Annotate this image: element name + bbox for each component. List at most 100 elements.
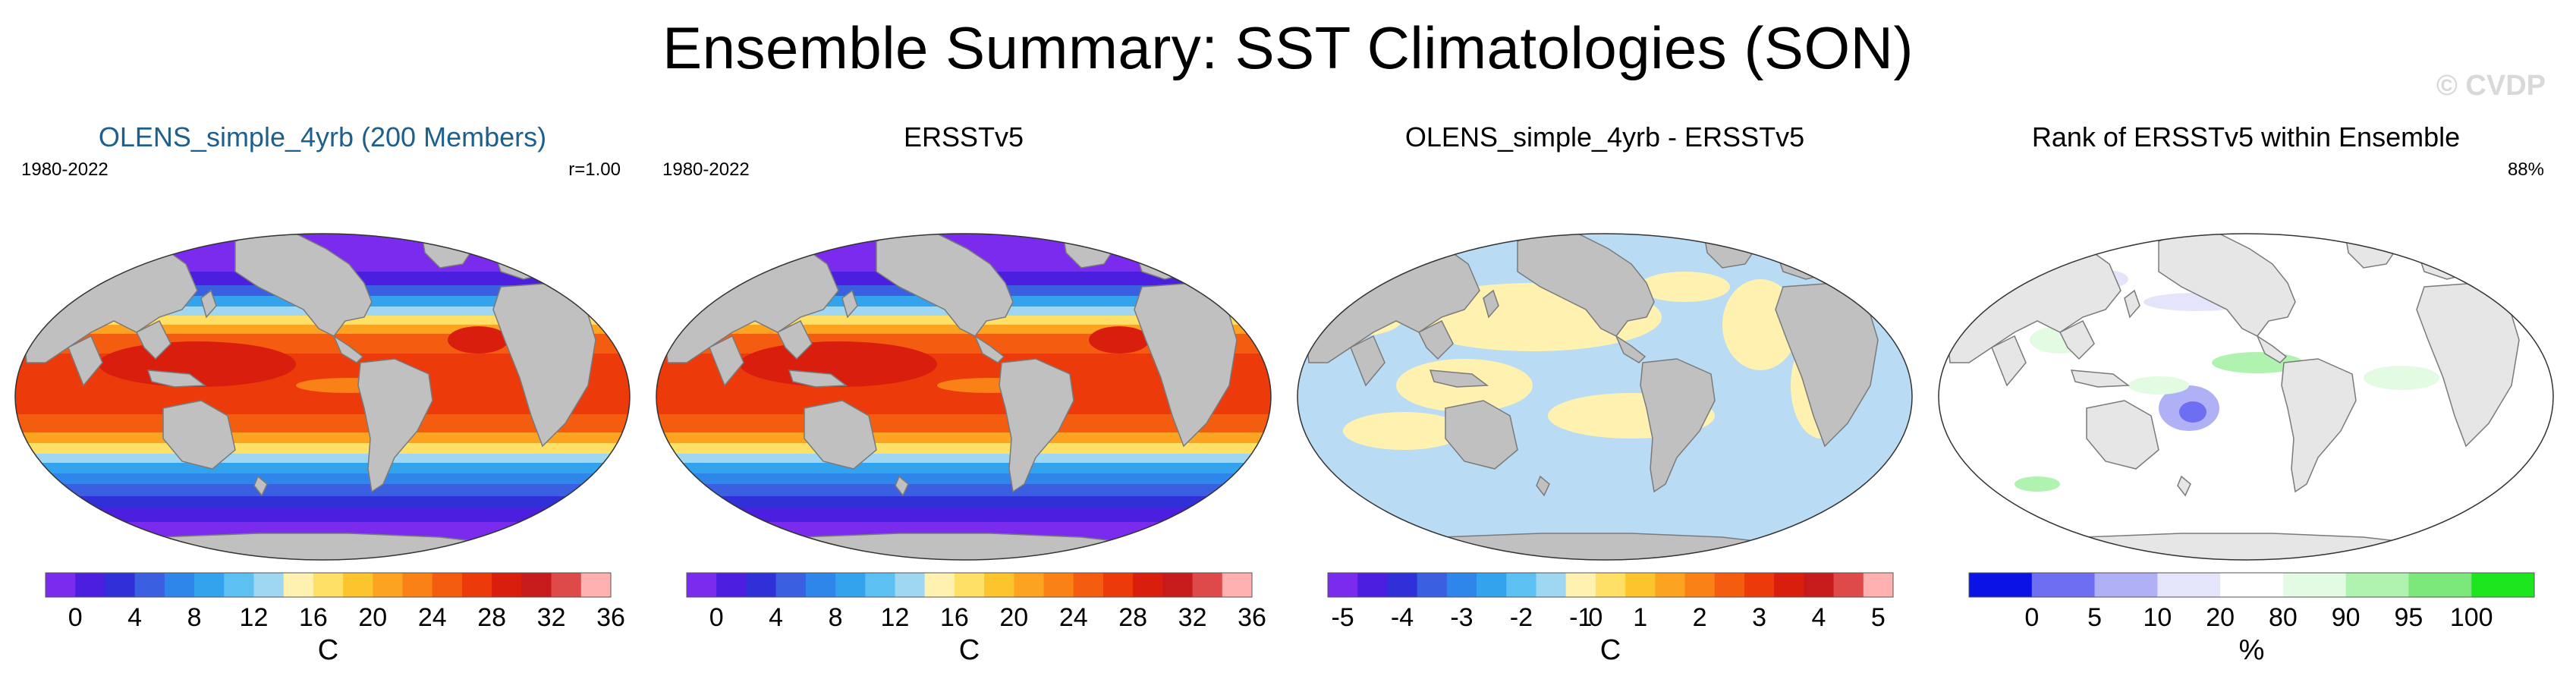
panel-difference: OLENS_simple_4yrb - ERSSTv5 -5 -4 -3 -2 -1 0 1…: [1290, 114, 1920, 676]
land-india: [1350, 335, 1386, 387]
colorbar-swatch: [2471, 573, 2535, 597]
sst-band: [15, 463, 630, 473]
sst-band: [656, 463, 1271, 473]
colorbar-frame: [45, 572, 612, 598]
colorbar-tick-label: 20: [358, 603, 387, 632]
colorbar-swatch: [1446, 573, 1477, 597]
colorbar-swatch: [1565, 573, 1596, 597]
sst-band: [15, 508, 630, 522]
colorbar-tick-label: -3: [1450, 603, 1473, 632]
colorbar-tick-label: 24: [418, 603, 447, 632]
colorbar-swatch: [1102, 573, 1134, 597]
colorbar-swatch: [1969, 573, 2033, 597]
colorbar-tick-label: 20: [999, 603, 1028, 632]
colorbar-tick-label: 4: [127, 603, 142, 632]
colorbar-unit: C: [1600, 634, 1621, 666]
colorbar-swatch: [461, 573, 492, 597]
warm-pool: [99, 341, 296, 387]
sst-band: [15, 484, 630, 496]
colorbar-swatch: [924, 573, 955, 597]
land-south-america: [2281, 358, 2357, 493]
colorbar-swatch: [521, 573, 552, 597]
land-indonesia: [146, 369, 207, 388]
colorbar-tick-label: 3: [1752, 603, 1766, 632]
sst-band: [656, 414, 1271, 432]
colorbar-swatch: [746, 573, 777, 597]
colorbar-swatch: [2408, 573, 2472, 597]
colorbar-swatch: [954, 573, 985, 597]
land-india: [1991, 335, 2027, 387]
panel-rank: Rank of ERSSTv5 within Ensemble 88% 0 5 10…: [1931, 114, 2561, 676]
colorbar-swatch: [687, 573, 717, 597]
colorbar-swatch: [1833, 573, 1864, 597]
colorbar-tick-label: 1: [1633, 603, 1647, 632]
colorbar-tick-label: 8: [829, 603, 843, 632]
cvdp-watermark: © CVDP: [2436, 70, 2546, 102]
colorbar-tick-label: -5: [1331, 603, 1354, 632]
sst-band: [656, 508, 1271, 522]
atlantic-warm-patch: [448, 326, 508, 354]
colorbar-swatch: [551, 573, 582, 597]
colorbar-tick-label: 8: [187, 603, 202, 632]
colorbar-swatch: [1417, 573, 1448, 597]
land-south-america: [357, 358, 433, 493]
land-india: [68, 335, 103, 387]
land-japan: [200, 289, 217, 319]
sst-map: [656, 233, 1272, 561]
land-south-america: [1640, 358, 1716, 493]
map-outline: [14, 233, 631, 561]
figure-title: Ensemble Summary: SST Climatologies (SON…: [662, 14, 1914, 81]
panel-title: OLENS_simple_4yrb - ERSSTv5: [1404, 121, 1805, 152]
colorbar-swatch: [1357, 573, 1388, 597]
colorbar-swatch: [373, 573, 404, 597]
colorbar-tick-label: 80: [2269, 603, 2298, 632]
colorbar-frame: [1327, 572, 1894, 598]
colorbar-swatch: [105, 573, 136, 597]
land-central-america: [973, 335, 1005, 363]
colorbar-tick-label: 0: [709, 603, 724, 632]
colorbar-tick-label: -4: [1391, 603, 1414, 632]
land-japan: [2124, 289, 2140, 319]
map-outline: [1297, 233, 1913, 561]
land-central-america: [2256, 335, 2288, 363]
colorbar-swatch: [2157, 573, 2221, 597]
colorbar-swatch: [432, 573, 463, 597]
land-central-america: [1615, 335, 1647, 363]
atlantic-warm-patch: [1089, 326, 1150, 354]
rank-low-patch: [2179, 401, 2206, 423]
colorbar-tick-label: 28: [1118, 603, 1147, 632]
colorbar-tick-label: 32: [537, 603, 566, 632]
warm-pool: [740, 341, 937, 387]
land-se-asia: [135, 319, 171, 360]
panel-observations: ERSSTv5 1980-2022 0 4 8 12 16 20 24 28 32 36 C: [649, 114, 1279, 676]
land-north-america: [2158, 234, 2296, 337]
land-new-zealand: [895, 475, 909, 497]
panel-title: Rank of ERSSTv5 within Ensemble: [2031, 121, 2461, 152]
difference-map: [1297, 233, 1913, 561]
land-north-america: [234, 234, 373, 337]
colorbar-swatch: [402, 573, 433, 597]
colorbar-unit: %: [2239, 634, 2265, 666]
sst-band: [656, 484, 1271, 496]
colorbar-swatch: [1506, 573, 1536, 597]
colorbar-swatch: [2282, 573, 2347, 597]
sst-band: [656, 454, 1271, 463]
colorbar-frame: [686, 572, 1253, 598]
colorbar-swatch: [492, 573, 522, 597]
colorbar-swatch: [1073, 573, 1104, 597]
colorbar-swatch: [2031, 573, 2096, 597]
colorbar-swatch: [984, 573, 1014, 597]
land-new-zealand: [2177, 475, 2191, 497]
colorbar-swatch: [1192, 573, 1223, 597]
colorbar-tick-label: 36: [596, 603, 625, 632]
colorbar-tick-label: 0: [68, 603, 83, 632]
land-india: [709, 335, 744, 387]
colorbar-swatch: [805, 573, 836, 597]
land-australia: [1445, 400, 1518, 470]
sst-band: [15, 454, 630, 463]
colorbar-swatch: [835, 573, 866, 597]
pattern-correlation-label: r=1.00: [568, 159, 621, 180]
sst-band: [15, 473, 630, 484]
colorbar-unit: C: [318, 634, 338, 666]
colorbar: 0 4 8 12 16 20 24 28 32 36 C: [45, 572, 625, 666]
